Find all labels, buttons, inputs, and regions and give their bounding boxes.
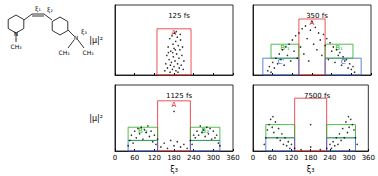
svg-text:120: 120 [148,154,161,162]
svg-text:7500 fs: 7500 fs [304,92,331,100]
svg-text:180: 180 [304,154,317,162]
svg-text:ξ₂: ξ₂ [47,6,53,14]
svg-text:C: C [341,58,346,66]
svg-text:125 fs: 125 fs [168,12,190,20]
svg-text:350 fs: 350 fs [306,12,328,20]
svg-text:CH₃: CH₃ [82,49,94,56]
svg-text:B₁: B₁ [335,44,343,52]
svg-text:A: A [172,101,177,109]
svg-text:|μ|²: |μ|² [89,36,103,45]
svg-text:N: N [74,34,79,41]
svg-text:A: A [172,29,177,37]
svg-text:60: 60 [130,154,139,162]
svg-text:ξ₁: ξ₁ [35,5,41,13]
svg-text:B'₂: B'₂ [138,127,148,135]
svg-text:0: 0 [251,154,255,162]
svg-text:ξ₃: ξ₃ [307,165,315,174]
svg-text:300: 300 [207,154,220,162]
svg-text:240: 240 [187,154,200,162]
svg-text:B₂: B₂ [201,127,209,135]
svg-text:|μ|²: |μ|² [89,114,103,123]
svg-text:180: 180 [167,154,180,162]
svg-text:360: 360 [226,154,239,162]
svg-text:N: N [14,30,19,37]
svg-text:C': C' [277,58,284,66]
svg-text:CH₃: CH₃ [58,49,70,56]
svg-text:A: A [310,19,315,27]
svg-text:240: 240 [323,154,336,162]
svg-text:120: 120 [285,154,298,162]
svg-text:60: 60 [268,154,277,162]
svg-text:360: 360 [362,154,375,162]
svg-text:CH₃: CH₃ [10,43,22,50]
svg-text:ξ₃: ξ₃ [81,28,87,36]
svg-text:300: 300 [342,154,355,162]
svg-text:ξ₃: ξ₃ [170,165,178,174]
svg-text:0: 0 [113,154,117,162]
svg-text:B'₁: B'₁ [280,44,290,52]
svg-text:1125 fs: 1125 fs [166,92,193,100]
